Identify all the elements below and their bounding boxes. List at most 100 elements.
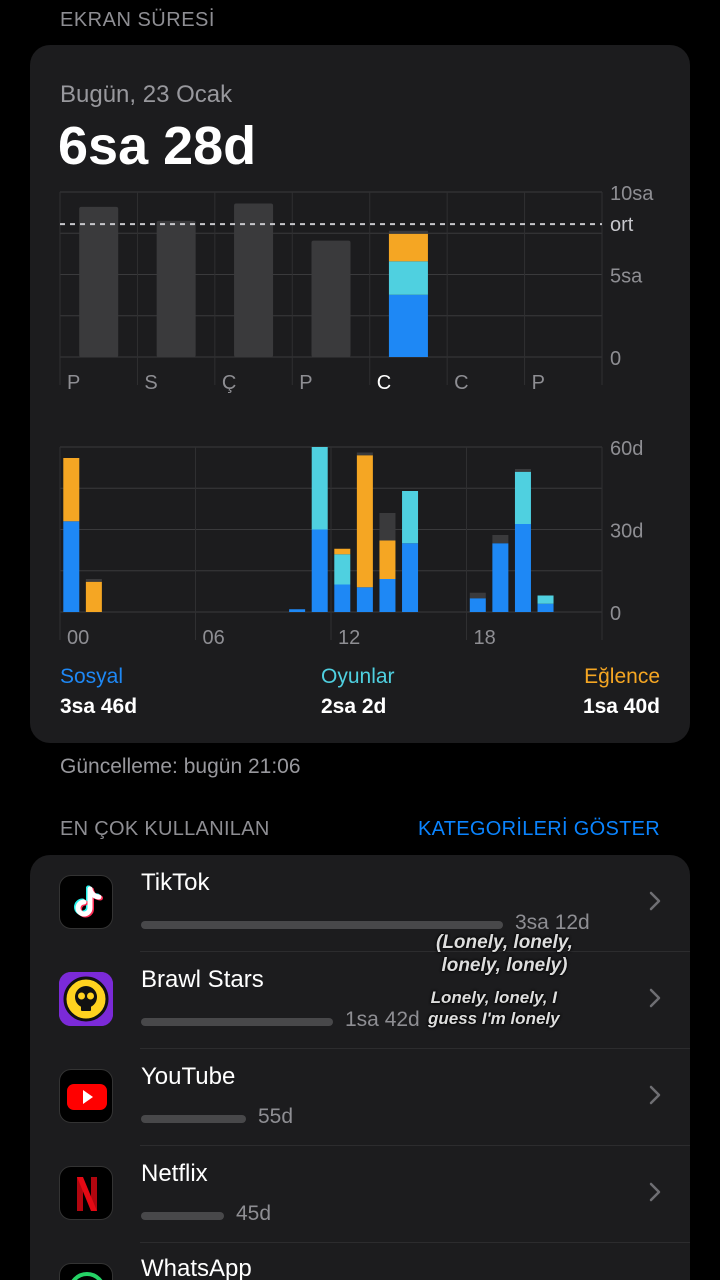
netflix-icon [59,1166,113,1220]
lyric-line: lonely, lonely) [441,955,568,976]
y-tick-label: 60d [610,438,643,460]
weekly-bar [234,203,274,357]
y-tick-label: 5sa [610,266,643,288]
youtube-icon [59,1069,113,1123]
hour-bar-other [514,469,531,472]
app-name-whatsapp: WhatsApp [141,1255,252,1280]
app-row-netflix[interactable]: Netflix 45d [30,1146,690,1243]
day-label: P [67,372,80,394]
hour-bar-social [63,521,80,612]
app-row-brawl-stars[interactable]: Brawl Stars 1sa 42d [30,952,690,1049]
hour-bar-entertainment [356,455,373,588]
hour-bar-games [334,554,351,585]
updated-label: Güncelleme: bugün 21:06 [60,755,301,778]
hour-bar-social [289,609,306,612]
bar-segment-other [388,230,428,234]
category-social: Sosyal 3sa 46d [60,665,137,719]
day-label: S [144,372,157,394]
hour-bar-other [469,592,486,599]
category-social-name: Sosyal [60,665,124,688]
hour-bar-other [356,452,373,456]
tiktok-icon [59,875,113,929]
usage-bar-brawl-stars [141,1018,333,1026]
day-label: C [377,372,391,394]
chevron-right-icon [649,1085,661,1105]
brawl-stars-icon [59,972,113,1026]
hour-bar-social [311,529,328,612]
section-title: EKRAN SÜRESİ [60,9,215,31]
hour-label: 18 [474,627,496,649]
lyric-line: (Lonely, lonely, [436,932,573,953]
y-tick-label: 0 [610,348,621,370]
app-row-youtube[interactable]: YouTube 55d [30,1049,690,1146]
usage-bar-tiktok [141,921,503,929]
category-entertainment-name: Eğlence [584,665,660,688]
hour-bar-games [402,491,419,544]
usage-time-brawl-stars: 1sa 42d [345,1008,420,1031]
lyric-overlay-1: (Lonely, lonely, lonely, lonely) [436,931,573,977]
bar-segment-oyunlar [388,261,428,295]
category-entertainment-value: 1sa 40d [582,695,660,718]
category-games: Oyunlar 2sa 2d [321,665,395,719]
usage-bar-netflix [141,1212,224,1220]
hour-bar-games [311,447,328,530]
weekly-bar [311,240,351,357]
hour-label: 06 [203,627,225,649]
lyric-line: guess I'm lonely [428,1009,560,1028]
hour-bar-social [379,579,396,612]
whatsapp-icon [59,1263,113,1280]
hour-bar-social [514,524,531,612]
chevron-right-icon [649,1182,661,1202]
screen-time-card[interactable]: Bugün, 23 Ocak 6sa 28d 10sa 5sa 0 ort P S Ç P C C… [30,45,690,743]
lyric-line: Lonely, lonely, I [430,988,557,1007]
most-used-header: EN ÇOK KULLANILAN KATEGORİLERİ GÖSTER [60,818,660,842]
hour-bar-games [514,471,531,524]
total-time: 6sa 28d [58,116,257,176]
usage-bar-youtube [141,1115,246,1123]
usage-time-netflix: 45d [236,1202,272,1225]
app-row-tiktok[interactable]: TikTok 3sa 12d [30,855,690,952]
y-tick-label: 0 [610,603,621,625]
hour-bar-games [537,595,554,604]
hour-bar-social [469,598,486,612]
usage-time-youtube: 55d [258,1105,294,1128]
category-games-name: Oyunlar [321,665,395,688]
most-used-title: EN ÇOK KULLANILAN [60,818,270,840]
category-games-value: 2sa 2d [321,695,387,718]
weekly-bar [79,206,119,357]
hour-bar-entertainment [85,581,102,612]
divider [140,951,690,952]
usage-time-tiktok: 3sa 12d [515,911,590,934]
divider [140,1242,690,1243]
weekly-bar [156,220,196,357]
app-name-brawl-stars: Brawl Stars [141,966,264,993]
weekly-chart[interactable]: 10sa 5sa 0 ort P S Ç P C C P [30,180,690,400]
show-categories-button[interactable]: KATEGORİLERİ GÖSTER [417,818,660,840]
hour-bar-social [537,603,554,612]
hour-bar-social [334,584,351,612]
category-social-value: 3sa 46d [60,695,138,718]
day-label: P [532,372,545,394]
hour-bar-other [492,535,509,544]
hour-bar-social [356,587,373,612]
hour-label: 12 [338,627,360,649]
hour-bar-entertainment [379,540,396,579]
app-row-whatsapp[interactable]: WhatsApp [30,1243,690,1280]
app-name-netflix: Netflix [141,1160,208,1187]
category-entertainment: Eğlence 1sa 40d [583,665,660,719]
date-label: Bugün, 23 Ocak [60,81,233,108]
y-tick-label: 30d [610,521,643,543]
hour-label: 00 [67,627,89,649]
lyric-overlay-2: Lonely, lonely, I guess I'm lonely [428,987,560,1029]
app-name-youtube: YouTube [141,1063,236,1090]
day-label: Ç [222,372,236,394]
hour-bar-entertainment [334,548,351,555]
bar-segment-eğlence [388,233,428,262]
hour-bar-social [402,543,419,612]
most-used-list: TikTok 3sa 12d Brawl Stars 1sa 42d [30,855,690,1280]
average-label: ort [610,214,634,236]
day-label: C [454,372,468,394]
app-name-tiktok: TikTok [141,869,210,896]
hour-bar-other [85,579,102,582]
